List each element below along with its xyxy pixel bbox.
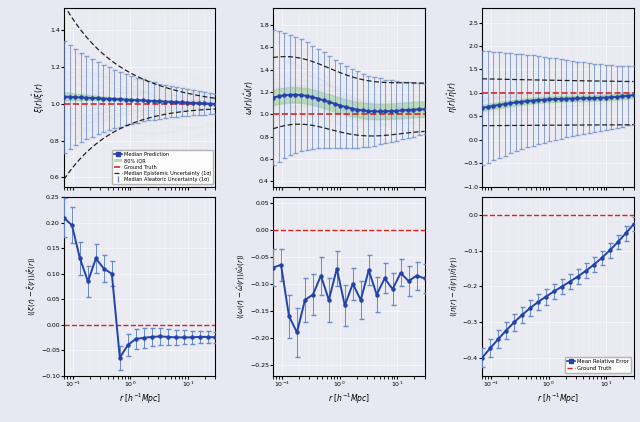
Y-axis label: $\langle(\eta(r)-\hat{\eta}(r))/\hat{\eta}(r)\rangle$: $\langle(\eta(r)-\hat{\eta}(r))/\hat{\et… — [449, 256, 460, 317]
Y-axis label: $\omega(r)/\hat{\omega}(r)$: $\omega(r)/\hat{\omega}(r)$ — [243, 80, 256, 115]
X-axis label: $r\ [h^{-1}Mpc]$: $r\ [h^{-1}Mpc]$ — [537, 392, 579, 406]
Legend: Mean Relative Error, Ground Truth: Mean Relative Error, Ground Truth — [565, 357, 631, 373]
X-axis label: $r\ [h^{-1}Mpc]$: $r\ [h^{-1}Mpc]$ — [328, 392, 370, 406]
Y-axis label: $\langle(\xi(r)-\hat{\xi}(r))/\hat{\xi}(r)\rangle$: $\langle(\xi(r)-\hat{\xi}(r))/\hat{\xi}(… — [26, 257, 38, 316]
X-axis label: $r\ [h^{-1}Mpc]$: $r\ [h^{-1}Mpc]$ — [118, 392, 161, 406]
Legend: Median Prediction, 80% IQR, Ground Truth, Median Epistemic Uncertainty (1σ), Med: Median Prediction, 80% IQR, Ground Truth… — [112, 150, 213, 184]
Y-axis label: $\eta(r)/\hat{\eta}(r)$: $\eta(r)/\hat{\eta}(r)$ — [445, 82, 460, 114]
Y-axis label: $\xi(r)/\hat{\xi}(r)$: $\xi(r)/\hat{\xi}(r)$ — [31, 82, 47, 113]
Y-axis label: $\langle(\omega(r)-\hat{\omega}(r))/\hat{\omega}(r)\rangle$: $\langle(\omega(r)-\hat{\omega}(r))/\hat… — [236, 254, 247, 319]
